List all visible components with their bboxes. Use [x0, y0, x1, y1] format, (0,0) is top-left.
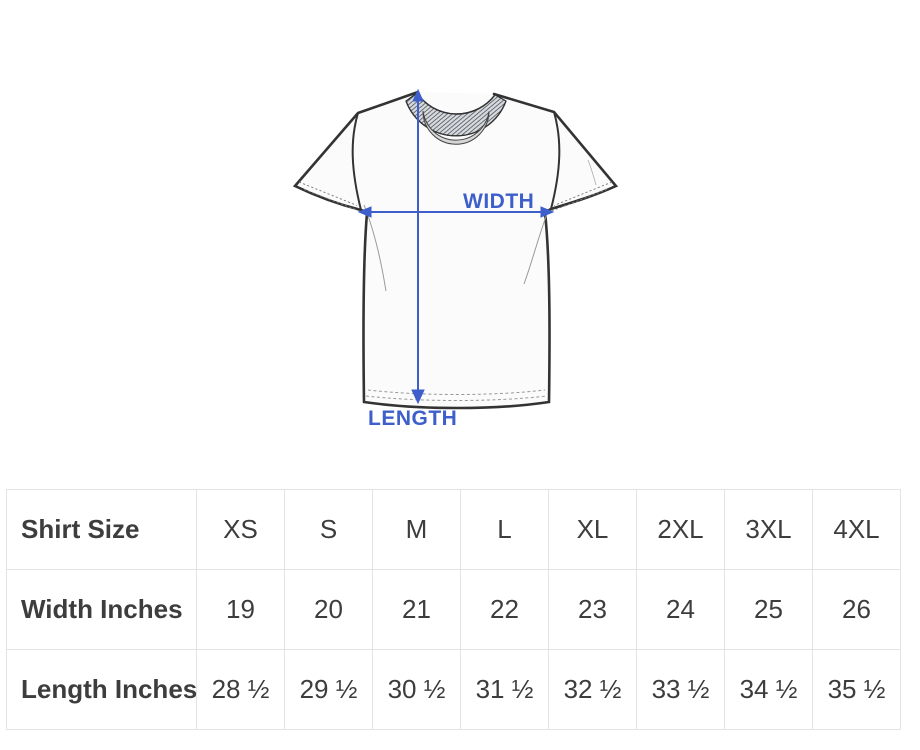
svg-text:LENGTH: LENGTH	[368, 407, 457, 430]
svg-text:WIDTH: WIDTH	[463, 190, 534, 213]
